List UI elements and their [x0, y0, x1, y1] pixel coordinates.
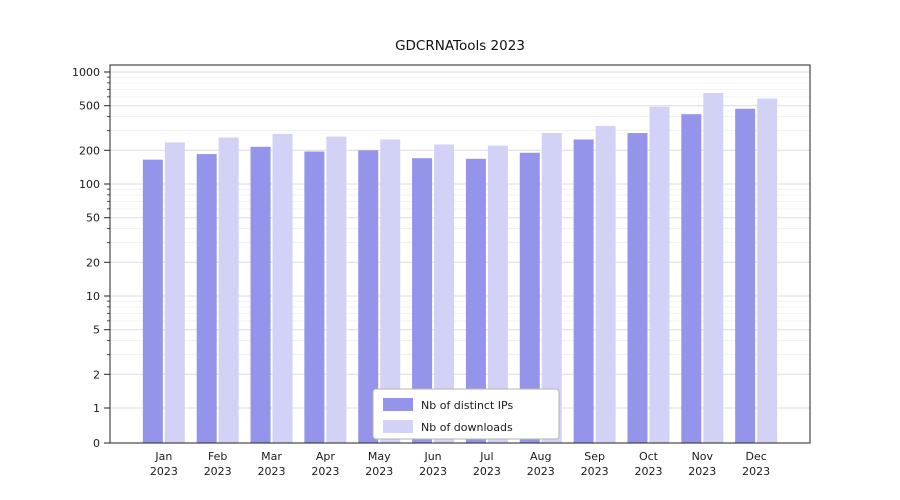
bar-nb-of-downloads-aug [541, 133, 562, 443]
x-tick-label-year: 2023 [150, 465, 178, 478]
bar-nb-of-downloads-dec [757, 98, 778, 443]
x-tick-label-year: 2023 [742, 465, 770, 478]
x-tick-label-month: Aug [530, 450, 551, 463]
y-tick-label: 0 [93, 437, 100, 450]
y-tick-label: 5 [93, 324, 100, 337]
x-tick-label-month: Jun [423, 450, 441, 463]
x-tick-label-month: Jul [479, 450, 493, 463]
legend-label: Nb of downloads [421, 421, 513, 434]
bar-nb-of-distinct-ips-apr [304, 151, 325, 444]
bar-nb-of-downloads-may [380, 139, 401, 443]
x-tick-label-month: Mar [261, 450, 282, 463]
y-tick-label: 100 [79, 178, 100, 191]
bar-nb-of-downloads-sep [595, 125, 616, 443]
x-tick-label-year: 2023 [204, 465, 232, 478]
chart-title: GDCRNATools 2023 [395, 38, 525, 54]
legend-label: Nb of distinct IPs [421, 399, 513, 412]
bar-nb-of-downloads-jan [164, 142, 185, 443]
y-tick-label: 10 [86, 290, 100, 303]
y-tick-label: 1 [93, 402, 100, 415]
bar-nb-of-downloads-feb [218, 137, 239, 443]
bar-nb-of-distinct-ips-jun [412, 158, 433, 443]
bar-nb-of-distinct-ips-jan [142, 159, 163, 444]
bar-nb-of-distinct-ips-nov [681, 114, 702, 444]
y-tick-label: 2 [93, 368, 100, 381]
x-tick-label-month: Oct [639, 450, 659, 463]
x-tick-label-year: 2023 [365, 465, 393, 478]
bar-nb-of-downloads-nov [703, 92, 724, 443]
x-tick-label-year: 2023 [258, 465, 286, 478]
bar-nb-of-distinct-ips-jul [465, 158, 486, 443]
plot-border [109, 64, 811, 444]
bar-nb-of-distinct-ips-sep [573, 139, 594, 443]
x-tick-label-year: 2023 [634, 465, 662, 478]
x-tick-label-year: 2023 [688, 465, 716, 478]
x-tick-label-year: 2023 [473, 465, 501, 478]
x-tick-label-month: Jan [154, 450, 172, 463]
bar-nb-of-downloads-apr [326, 136, 347, 443]
bar-nb-of-distinct-ips-dec [735, 108, 756, 443]
x-tick-label-year: 2023 [581, 465, 609, 478]
bar-nb-of-distinct-ips-aug [519, 152, 540, 443]
x-tick-label-month: Sep [584, 450, 605, 463]
bar-nb-of-downloads-jun [434, 144, 455, 444]
y-tick-label: 50 [86, 212, 100, 225]
bar-nb-of-distinct-ips-oct [627, 133, 648, 443]
legend-swatch-nb-of-distinct-ips [383, 398, 413, 411]
x-tick-label-month: Nov [692, 450, 714, 463]
x-tick-label-month: Apr [316, 450, 336, 463]
y-tick-label: 1000 [72, 66, 100, 79]
x-tick-label-month: Dec [746, 450, 767, 463]
bar-nb-of-distinct-ips-may [358, 150, 379, 443]
bar-nb-of-downloads-jul [487, 145, 508, 443]
bar-nb-of-downloads-mar [272, 133, 293, 443]
bar-nb-of-distinct-ips-mar [250, 146, 271, 443]
x-tick-label-year: 2023 [311, 465, 339, 478]
bar-nb-of-distinct-ips-feb [196, 154, 217, 443]
y-tick-label: 500 [79, 100, 100, 113]
legend-swatch-nb-of-downloads [383, 420, 413, 433]
x-tick-label-month: May [368, 450, 391, 463]
bar-nb-of-downloads-oct [649, 106, 670, 444]
x-tick-label-month: Feb [208, 450, 227, 463]
y-tick-label: 200 [79, 144, 100, 157]
x-tick-label-year: 2023 [527, 465, 555, 478]
legend-box [372, 388, 560, 440]
x-tick-label-year: 2023 [419, 465, 447, 478]
y-tick-label: 20 [86, 256, 100, 269]
